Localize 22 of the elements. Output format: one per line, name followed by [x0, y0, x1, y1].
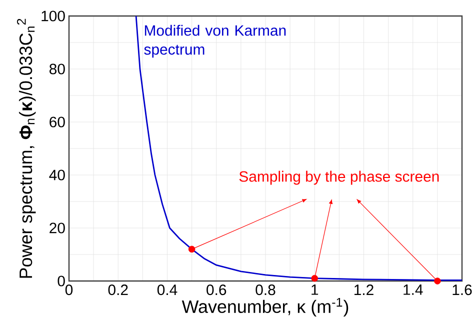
- x-tick-label: 0: [65, 284, 73, 296]
- x-tick-label: 0.4: [157, 284, 178, 296]
- x-tick-label: 1: [312, 284, 318, 295]
- y-tick-label: 0: [58, 276, 65, 286]
- y-axis-title: Power spectrum, Φ$_{n}$(κ)/0.033C$_{n}$2: [16, 18, 36, 278]
- x-tick-label: 0.8: [256, 284, 276, 296]
- x-tick-label: 1.2: [354, 284, 374, 295]
- series-label: Modified von Karman spectrum: [144, 24, 286, 58]
- y-tick-label: 100: [42, 10, 65, 22]
- x-tick-label: 0.6: [206, 284, 226, 296]
- y-tick-label: 20: [50, 222, 65, 234]
- y-tick-label: 80: [50, 64, 65, 74]
- x-tick-label: 1.6: [452, 284, 472, 296]
- point: [434, 278, 441, 284]
- x-tick-label: 0.2: [108, 284, 128, 296]
- annotation: Sampling by the phase screen: [239, 170, 439, 185]
- y-tick-label: 40: [49, 170, 65, 180]
- x-axis-title: Wavenumber, κ (m$^{-1}$): [182, 298, 348, 317]
- point: [311, 274, 318, 282]
- point: [188, 246, 196, 253]
- y-tick-label: 60: [50, 116, 65, 128]
- x-tick-label: 1.4: [404, 284, 423, 295]
